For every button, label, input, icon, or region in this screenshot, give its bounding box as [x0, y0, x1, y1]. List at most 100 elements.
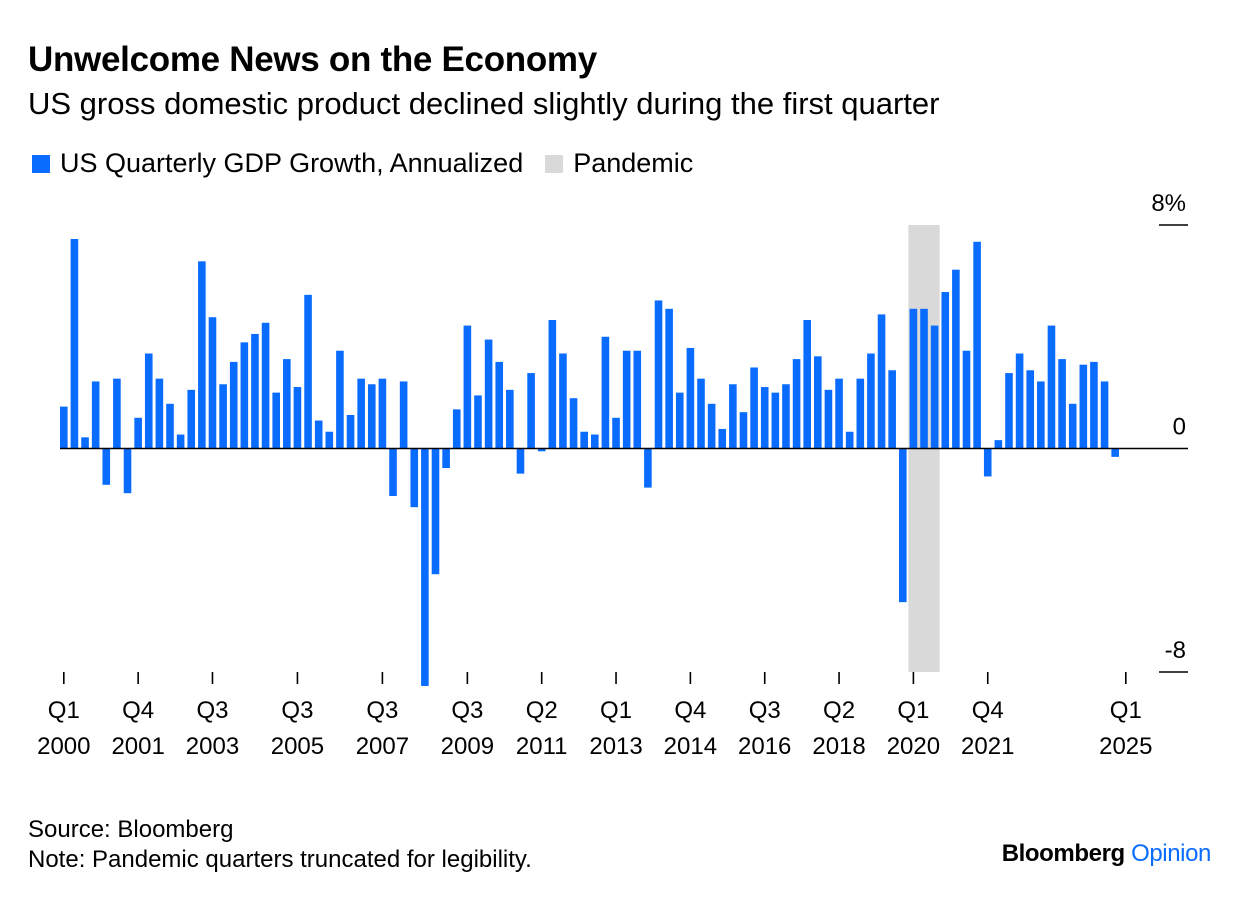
x-tick-year-label: 2005: [271, 733, 324, 760]
gdp-bar: [346, 414, 355, 449]
chart-title: Unwelcome News on the Economy: [28, 40, 597, 79]
gdp-bar: [113, 378, 121, 449]
gdp-bar: [70, 238, 79, 449]
x-tick-year-label: 2000: [37, 733, 90, 760]
gdp-bar: [251, 333, 259, 449]
gdp-bar: [760, 387, 769, 449]
x-tick-quarter-label: Q3: [749, 697, 781, 724]
x-tick-year-label: 2001: [111, 733, 164, 760]
gdp-bar: [601, 336, 610, 449]
gdp-bar: [1037, 381, 1045, 449]
gdp-bar: [60, 406, 68, 449]
note-text: Note: Pandemic quarters truncated for le…: [28, 846, 532, 873]
gdp-bar: [559, 353, 567, 449]
y-tick-label: 8%: [1151, 190, 1186, 217]
gdp-bar: [644, 448, 652, 488]
gdp-bar: [1111, 448, 1119, 457]
x-tick-quarter-label: Q4: [122, 697, 154, 724]
gdp-bar: [729, 384, 737, 449]
gdp-bar: [1100, 381, 1109, 449]
gdp-bar: [835, 378, 843, 449]
gdp-bar: [516, 448, 525, 474]
x-tick-quarter-label: Q4: [674, 697, 706, 724]
x-tick-year-label: 2007: [356, 733, 409, 760]
x-tick-quarter-label: Q4: [972, 697, 1004, 724]
gdp-bar: [973, 241, 981, 449]
gdp-bar: [792, 359, 801, 449]
legend-item-gdp: US Quarterly GDP Growth, Annualized: [32, 148, 523, 179]
gdp-bar: [920, 308, 928, 449]
gdp-bar: [771, 392, 780, 449]
x-tick-year-label: 2018: [812, 733, 865, 760]
gdp-bar: [474, 395, 482, 449]
x-tick-quarter-label: Q1: [48, 697, 80, 724]
x-tick-year-label: 2014: [664, 733, 717, 760]
x-tick-quarter-label: Q3: [366, 697, 398, 724]
gdp-bar: [134, 417, 142, 449]
gdp-bar: [952, 269, 960, 449]
chart-footer: Source: Bloomberg Note: Pandemic quarter…: [28, 815, 532, 875]
gdp-bar: [283, 359, 291, 449]
gdp-bar: [304, 294, 312, 449]
gdp-bar: [166, 403, 174, 449]
x-tick-year-label: 2011: [516, 733, 568, 760]
gdp-bar: [1015, 353, 1024, 449]
gdp-bar: [314, 420, 323, 449]
gdp-bar: [1058, 359, 1066, 449]
gdp-bar: [803, 319, 811, 449]
gdp-bar: [633, 350, 642, 449]
legend-item-pandemic: Pandemic: [545, 148, 693, 179]
gdp-bar: [1079, 364, 1088, 449]
gdp-bar: [569, 398, 578, 449]
gdp-bar: [155, 378, 164, 449]
gdp-bar: [548, 319, 557, 449]
gdp-bar: [697, 378, 705, 449]
gdp-bar: [622, 350, 631, 449]
gdp-bar: [81, 437, 89, 449]
gdp-bar: [654, 300, 663, 449]
source-text: Source: Bloomberg: [28, 816, 234, 843]
gdp-bar: [102, 448, 111, 485]
gdp-bar: [675, 392, 684, 449]
gdp-bar: [580, 431, 588, 449]
gdp-bar: [240, 342, 249, 449]
gdp-bar: [612, 417, 620, 449]
legend-swatch-gdp: [32, 154, 50, 173]
gdp-bar: [378, 378, 387, 449]
gdp-bar: [123, 448, 132, 494]
x-tick-quarter-label: Q1: [897, 697, 929, 724]
x-tick-quarter-label: Q3: [281, 697, 313, 724]
gdp-bar: [824, 389, 833, 449]
chart-legend: US Quarterly GDP Growth, Annualized Pand…: [32, 148, 715, 179]
gdp-bar: [739, 412, 748, 449]
x-tick-year-label: 2009: [441, 733, 494, 760]
gdp-bar: [229, 361, 238, 449]
x-tick-year-label: 2016: [738, 733, 791, 760]
gdp-bar: [1090, 361, 1098, 449]
x-tick-year-label: 2013: [589, 733, 642, 760]
gdp-bar: [1068, 403, 1077, 449]
gdp-bar: [877, 314, 886, 449]
gdp-bar: [442, 448, 450, 469]
x-tick-quarter-label: Q2: [823, 697, 855, 724]
gdp-bar: [1047, 325, 1056, 449]
chart-subtitle: US gross domestic product declined sligh…: [28, 86, 940, 121]
x-tick-year-label: 2025: [1099, 733, 1152, 760]
x-tick-year-label: 2003: [186, 733, 239, 760]
x-tick-quarter-label: Q1: [600, 697, 632, 724]
gdp-bar: [888, 370, 896, 449]
y-tick-label: 0: [1173, 414, 1186, 441]
gdp-bar: [399, 381, 408, 449]
gdp-bar: [421, 448, 429, 686]
x-tick-quarter-label: Q3: [451, 697, 483, 724]
gdp-bar: [718, 428, 727, 449]
legend-swatch-pandemic: [545, 154, 564, 173]
gdp-bar: [591, 434, 599, 449]
gdp-bar: [91, 381, 100, 449]
gdp-bar: [909, 308, 918, 449]
gdp-bar: [367, 384, 376, 449]
gdp-bar: [1005, 373, 1013, 449]
gdp-bar: [686, 347, 695, 449]
x-tick-quarter-label: Q3: [196, 697, 228, 724]
axis-layer: 8% 0 -8 Q1 2000 Q4 2001 Q3 2003 Q3 2005 Q3 2007 Q3 200…: [37, 190, 1188, 760]
